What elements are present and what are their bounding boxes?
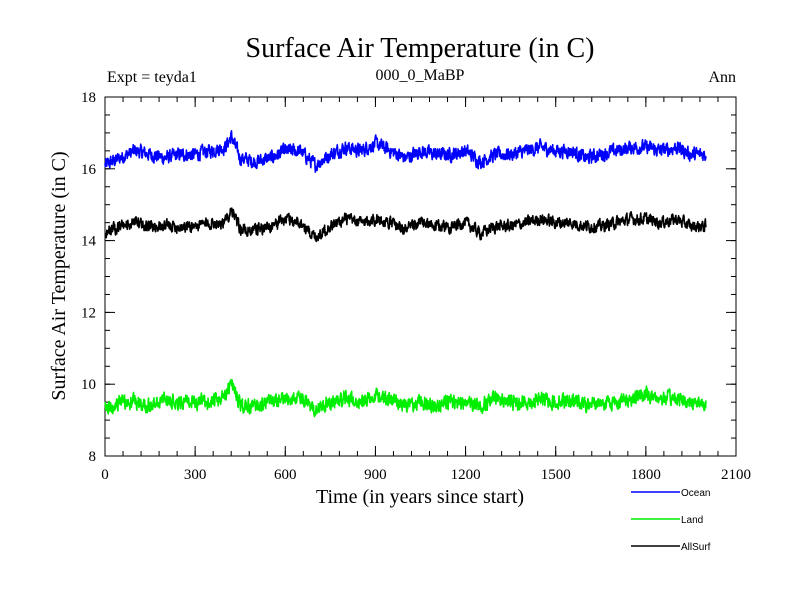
y-tick-label: 16 — [81, 162, 97, 178]
series-line-ocean — [104, 130, 707, 173]
series-line-allsurf — [104, 207, 707, 243]
x-tick-label: 1500 — [541, 467, 571, 483]
x-tick-label: 2100 — [721, 467, 751, 483]
subtitle-expt: Expt = teyda1 — [107, 69, 197, 86]
subtitle-period: 000_0_MaBP — [376, 67, 465, 84]
x-tick-label: 1200 — [451, 467, 481, 483]
y-axis-label: Surface Air Temperature (in C) — [48, 151, 70, 400]
y-tick-label: 12 — [81, 305, 96, 321]
x-axis-label: Time (in years since start) — [316, 486, 524, 508]
axis-ticks: 0 300 600 900 1200 1500 1800 2100 8 10 12 14 16 18 — [81, 90, 751, 483]
x-tick-label: 0 — [101, 467, 109, 483]
x-tick-label: 600 — [274, 467, 297, 483]
x-tick-label: 900 — [364, 467, 387, 483]
subtitle-season: Ann — [708, 69, 736, 86]
x-tick-label: 1800 — [631, 467, 661, 483]
y-tick-label: 10 — [81, 377, 96, 393]
y-tick-label: 14 — [81, 234, 97, 250]
series-lines — [104, 130, 707, 418]
legend: Ocean Land AllSurf — [631, 488, 711, 553]
legend-label-allsurf: AllSurf — [681, 542, 711, 553]
series-line-land — [104, 378, 707, 418]
x-tick-label: 300 — [184, 467, 207, 483]
chart-title: Surface Air Temperature (in C) — [246, 33, 595, 64]
y-tick-label: 18 — [81, 90, 96, 106]
legend-label-land: Land — [681, 515, 703, 526]
legend-label-ocean: Ocean — [681, 488, 710, 499]
y-tick-label: 8 — [89, 449, 97, 465]
